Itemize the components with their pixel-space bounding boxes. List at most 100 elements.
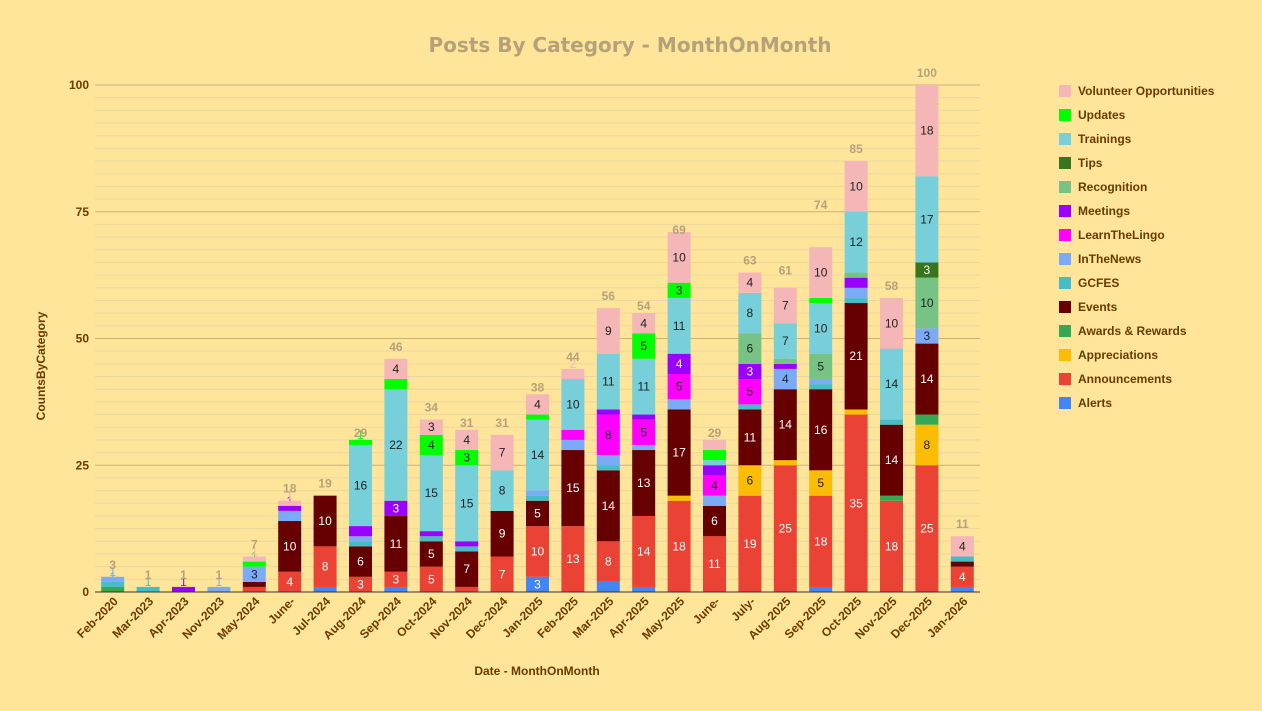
segment-value-label: 1 — [216, 575, 223, 589]
bar-segment-events — [880, 424, 903, 496]
bar-segment-inthenews — [809, 379, 833, 385]
total-value-label: 63 — [743, 254, 757, 268]
legend-swatch — [1059, 253, 1071, 265]
bar-segment-events — [349, 546, 372, 577]
legend-label: Tips — [1078, 156, 1103, 170]
segment-value-label: 10 — [849, 179, 863, 193]
bar-segment-trainings — [596, 353, 620, 410]
segment-value-label: 15 — [425, 486, 439, 500]
bar-segment-announcements — [384, 571, 408, 587]
bar-segment-volunteer-opportunities — [880, 297, 903, 349]
bar-segment-inthenews — [242, 566, 266, 582]
bar-segment-appreciations — [844, 409, 868, 415]
legend-swatch — [1059, 373, 1071, 385]
bar-segment-inthenews — [703, 495, 726, 506]
y-tick-label: 0 — [82, 585, 89, 599]
segment-value-label: 1 — [109, 565, 116, 579]
segment-value-label: 14 — [637, 544, 651, 558]
segment-value-label: 1 — [357, 428, 364, 442]
bar-segment-events — [561, 450, 585, 527]
segment-value-label: 3 — [393, 501, 400, 515]
segment-value-label: 18 — [672, 539, 686, 553]
bar-segment-alerts — [809, 586, 833, 592]
legend-label: Appreciations — [1078, 348, 1158, 362]
segment-value-label: 10 — [283, 539, 297, 553]
legend-swatch — [1059, 205, 1071, 217]
x-tick-label: July- — [728, 594, 758, 624]
segment-value-label: 3 — [534, 577, 541, 591]
bar-segment-inthenews — [278, 510, 302, 522]
total-value-label: 44 — [566, 350, 580, 364]
bar-segment-announcements — [950, 566, 974, 587]
bar-segment-events — [809, 389, 833, 471]
segment-value-label: 10 — [531, 544, 545, 558]
bar-segment-announcements — [561, 526, 585, 592]
total-value-label: 69 — [672, 223, 686, 237]
bar-segment-announcements — [455, 586, 479, 592]
bar-segment-trainings — [667, 297, 691, 354]
segment-value-label: 11 — [390, 537, 403, 551]
total-value-label: 1 — [216, 568, 223, 582]
total-value-label: 11 — [956, 517, 969, 531]
segment-value-label: 6 — [711, 514, 718, 528]
segment-value-label: 3 — [393, 572, 400, 586]
total-value-label: 7 — [251, 538, 258, 552]
bar-segment-inthenews — [632, 444, 656, 451]
bar-segment-meetings — [596, 409, 620, 415]
segment-value-label: 12 — [849, 235, 863, 249]
segment-value-label: 9 — [605, 324, 612, 338]
bar-segment-trainings — [773, 323, 797, 359]
segment-value-label: 9 — [499, 527, 506, 541]
segment-value-label: 11 — [637, 380, 650, 394]
legend-swatch — [1059, 349, 1071, 361]
segment-value-label: 6 — [357, 555, 364, 569]
segment-value-label: 5 — [817, 476, 824, 490]
segment-value-label: 35 — [849, 496, 863, 510]
legend-swatch — [1059, 301, 1071, 313]
bar-segment-events — [915, 343, 939, 415]
segment-value-label: 18 — [814, 534, 828, 548]
bar-segment-awards-rewards — [880, 495, 903, 501]
segment-value-label: 3 — [747, 364, 754, 378]
bar-segment-volunteer-opportunities — [596, 308, 620, 354]
total-value-label: 74 — [814, 198, 828, 212]
bar-segment-announcements — [809, 495, 833, 587]
bar-segment-events — [738, 409, 762, 466]
legend-swatch — [1059, 181, 1071, 193]
total-value-label: 19 — [318, 477, 332, 491]
segment-value-label: 4 — [676, 357, 683, 371]
bar-segment-meetings — [384, 500, 408, 516]
bar-segment-events — [419, 541, 443, 567]
bar-segment-volunteer-opportunities — [561, 368, 585, 380]
bar-segment-volunteer-opportunities — [419, 419, 443, 435]
segment-value-label: 14 — [602, 499, 616, 513]
total-value-label: 58 — [885, 279, 899, 293]
bar-segment-gcfes — [349, 541, 372, 547]
segment-value-label: 18 — [885, 539, 899, 553]
y-axis: 0 25 50 75 100 — [69, 78, 89, 599]
bar-segment-trainings — [809, 303, 833, 354]
bar-segment-events — [950, 561, 974, 567]
segment-value-label: 22 — [389, 438, 403, 452]
segment-value-label: 4 — [428, 438, 435, 452]
legend-swatch — [1059, 277, 1071, 289]
bar-segment-events — [526, 500, 549, 527]
bar-segment-trainings — [880, 348, 903, 420]
bar-segment-events — [667, 409, 691, 496]
segment-value-label: 5 — [534, 506, 541, 520]
bar-segment-appreciations — [738, 465, 762, 496]
bar-segment-alerts — [526, 576, 549, 592]
y-tick-label: 100 — [69, 78, 89, 92]
segment-value-label: 5 — [676, 380, 683, 394]
segment-value-label: 10 — [814, 321, 828, 335]
total-value-label: 1 — [180, 568, 187, 582]
bar-segment-announcements — [773, 465, 797, 592]
bar-segment-inthenews — [101, 576, 125, 582]
segment-value-label: 4 — [747, 276, 754, 290]
segment-value-label: 11 — [602, 375, 615, 389]
total-value-label: 38 — [531, 380, 545, 394]
bar-segment-meetings — [844, 277, 868, 288]
segment-value-label: 7 — [499, 446, 506, 460]
segment-value-label: 25 — [779, 522, 793, 536]
total-value-label: 29 — [354, 426, 368, 440]
